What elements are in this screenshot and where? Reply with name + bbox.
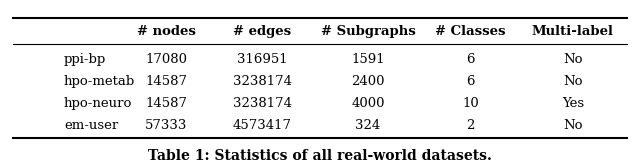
Text: No: No xyxy=(563,75,582,88)
Text: # Classes: # Classes xyxy=(435,25,506,38)
Text: 4573417: 4573417 xyxy=(233,119,292,132)
Text: Yes: Yes xyxy=(562,97,584,110)
Text: Multi-label: Multi-label xyxy=(532,25,614,38)
Text: 316951: 316951 xyxy=(237,53,288,66)
Text: em-user: em-user xyxy=(64,119,118,132)
Text: 57333: 57333 xyxy=(145,119,188,132)
Text: hpo-metab: hpo-metab xyxy=(64,75,135,88)
Text: # nodes: # nodes xyxy=(137,25,196,38)
Text: 3238174: 3238174 xyxy=(233,75,292,88)
Text: 6: 6 xyxy=(466,53,475,66)
Text: # Subgraphs: # Subgraphs xyxy=(321,25,415,38)
Text: 6: 6 xyxy=(466,75,475,88)
Text: # edges: # edges xyxy=(234,25,291,38)
Text: 324: 324 xyxy=(355,119,381,132)
Text: 2: 2 xyxy=(466,119,475,132)
Text: 4000: 4000 xyxy=(351,97,385,110)
Text: No: No xyxy=(563,53,582,66)
Text: 10: 10 xyxy=(462,97,479,110)
Text: 14587: 14587 xyxy=(145,97,188,110)
Text: Table 1: Statistics of all real-world datasets.: Table 1: Statistics of all real-world da… xyxy=(148,149,492,163)
Text: 14587: 14587 xyxy=(145,75,188,88)
Text: hpo-neuro: hpo-neuro xyxy=(64,97,132,110)
Text: 17080: 17080 xyxy=(145,53,188,66)
Text: ppi-bp: ppi-bp xyxy=(64,53,106,66)
Text: No: No xyxy=(563,119,582,132)
Text: 1591: 1591 xyxy=(351,53,385,66)
Text: 3238174: 3238174 xyxy=(233,97,292,110)
Text: 2400: 2400 xyxy=(351,75,385,88)
